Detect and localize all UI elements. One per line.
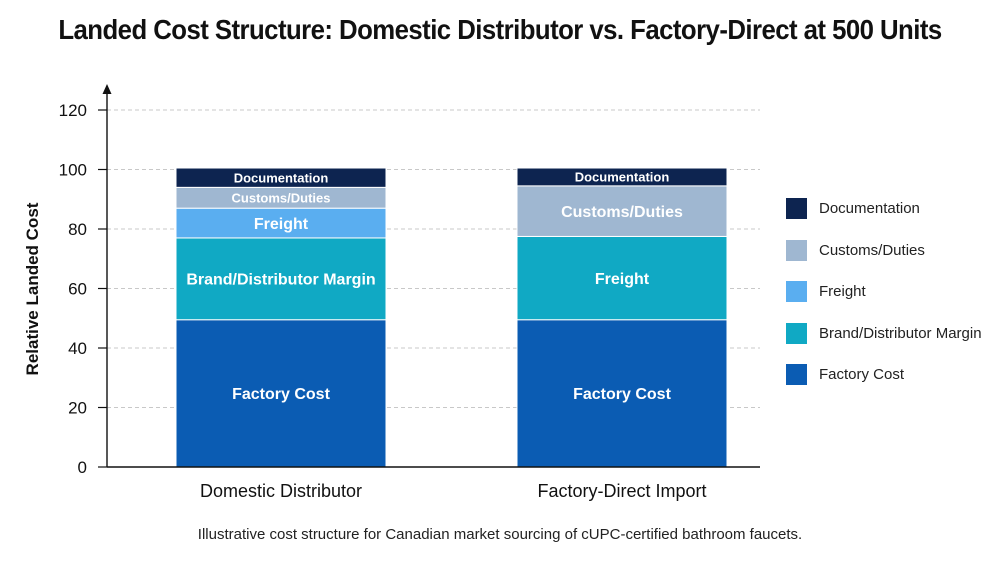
legend-label: Customs/Duties <box>819 241 925 259</box>
y-tick-label: 0 <box>78 458 87 477</box>
bar-segment <box>175 167 387 188</box>
axes <box>98 84 760 468</box>
bar-segment <box>175 237 387 321</box>
chart-title: Landed Cost Structure: Domestic Distribu… <box>58 14 942 45</box>
legend-label: Factory Cost <box>819 366 905 383</box>
segment-label: Factory Cost <box>573 386 671 403</box>
y-tick-label: 120 <box>59 101 87 120</box>
bar-segment <box>516 319 728 468</box>
legend-label: Documentation <box>819 200 920 217</box>
segment-label: Customs/Duties <box>232 190 331 205</box>
legend-item: Freight <box>786 281 996 323</box>
legend-label: Freight <box>819 283 866 300</box>
y-axis-label: Relative Landed Cost <box>23 202 42 375</box>
x-tick-label: Domestic Distributor <box>200 481 362 501</box>
y-axis-arrow <box>102 84 112 94</box>
y-tick-label: 40 <box>68 339 87 358</box>
x-tick-label: Factory-Direct Import <box>537 481 706 501</box>
bar-segment <box>516 167 728 187</box>
legend-item: Brand/Distributor Margin <box>786 322 996 365</box>
legend-swatch <box>786 364 807 385</box>
legend-swatch <box>786 198 807 219</box>
y-tick-label: 60 <box>68 280 87 299</box>
segment-label: Documentation <box>234 170 329 185</box>
segment-label: Freight <box>595 271 650 288</box>
legend-swatch <box>786 239 807 261</box>
y-tick-label: 20 <box>68 399 87 418</box>
y-tick-label: 100 <box>59 161 87 180</box>
segment-label: Freight <box>254 216 309 233</box>
bars <box>175 167 728 468</box>
segment-label: Customs/Duties <box>561 204 683 221</box>
bar-segment <box>175 319 387 468</box>
legend: Documentation Customs/Duties Freight Brand/… <box>786 198 996 406</box>
legend-label: Brand/Distributor Margin <box>819 324 982 342</box>
legend-swatch <box>786 322 807 344</box>
segment-label: Brand/Distributor Margin <box>186 272 375 289</box>
legend-item: Documentation <box>786 198 996 240</box>
y-tick-label: 80 <box>68 220 87 239</box>
chart-caption: Illustrative cost structure for Canadian… <box>197 526 803 543</box>
legend-swatch <box>786 281 807 302</box>
tick-labels: 0 20 40 60 80 100 120 Factory Cost Brand/Distrib… <box>59 101 707 501</box>
segment-label: Factory Cost <box>232 386 330 403</box>
legend-item: Factory Cost <box>786 364 996 406</box>
legend-item: Customs/Duties <box>786 239 996 282</box>
segment-label: Documentation <box>575 170 670 185</box>
bar-segment <box>516 235 728 321</box>
